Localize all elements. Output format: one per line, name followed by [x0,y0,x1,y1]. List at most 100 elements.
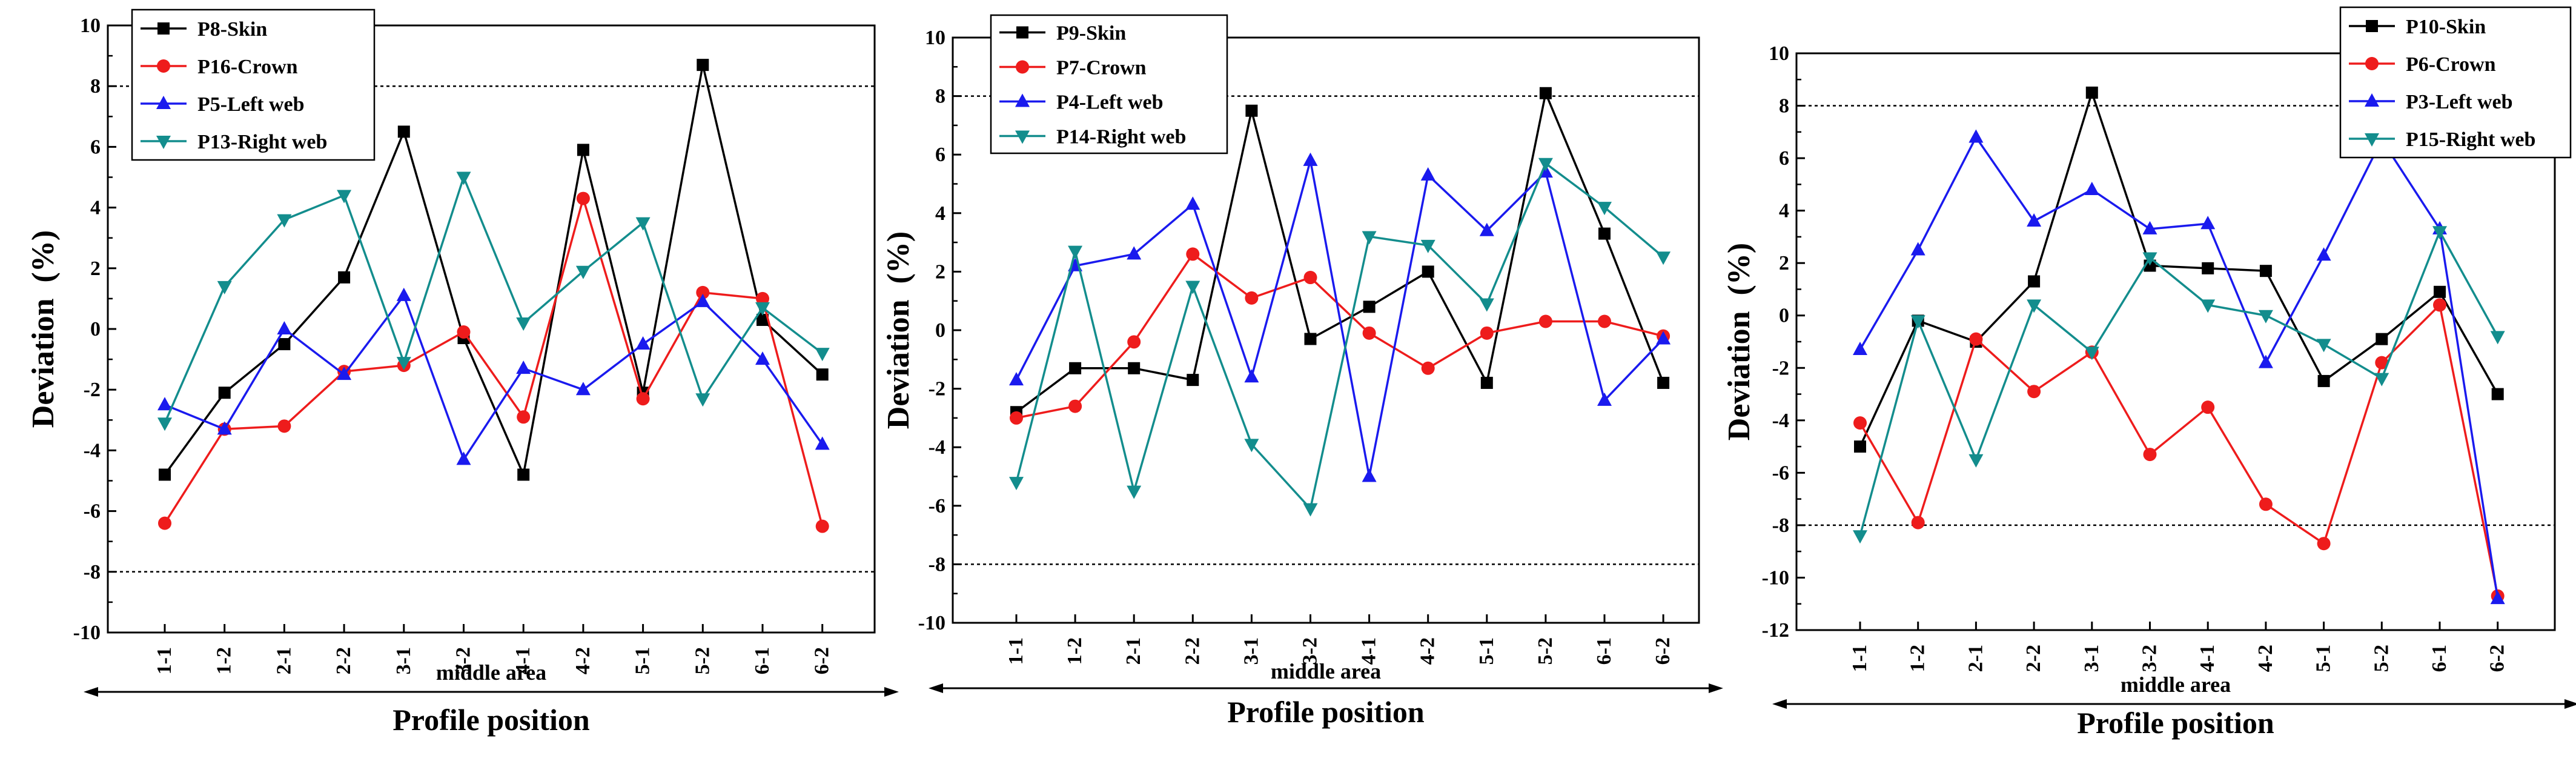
series-line [1015,159,1664,478]
x-tick-label: 1-2 [1907,645,1929,672]
data-point-s0-p11 [816,368,829,381]
x-tick-label: 5-1 [2313,645,2335,672]
data-point-s2-p10 [1597,392,1612,406]
data-point-s3-plegend [2365,133,2379,147]
data-point-s3-p10 [1597,202,1612,216]
data-point-s0-p7 [2259,265,2272,277]
y-axis-label: Deviation (%) [1722,243,1757,440]
data-point-s2-p0 [157,397,172,411]
data-point-s1-p2 [277,419,291,433]
y-tick-label: -6 [1772,462,1789,484]
data-point-s1-p1 [1911,516,1925,530]
x-tick-label: 6-1 [2428,645,2451,672]
data-point-s3-p8 [1479,298,1494,312]
data-point-s1-p10 [756,291,769,305]
series-3 [157,287,830,465]
data-point-s1-p1 [1068,399,1082,413]
y-tick-label: 10 [1769,42,1789,65]
y-tick-label: 0 [935,319,945,342]
data-point-s0-p10 [2434,285,2446,298]
data-point-s2-p2 [1127,246,1142,260]
data-point-s3-p9 [1538,158,1553,171]
legend-label: P9-Skin [1056,22,1126,45]
x-tick-label: 6-2 [811,647,833,674]
series-1 [159,59,829,481]
data-point-s3-p10 [2432,226,2447,240]
series-3 [1853,129,2505,605]
data-point-s3-p8 [2316,339,2331,353]
data-point-s1-p8 [2317,537,2331,551]
data-point-s0-p10 [1598,227,1611,240]
data-point-s1-p7 [1421,361,1435,375]
data-point-s0-p4 [2085,86,2098,99]
data-point-s3-p1 [217,281,232,294]
data-point-s1-plegend [1016,60,1029,74]
data-point-s3-p1 [1068,245,1083,259]
series-line [164,294,824,461]
x-tick-label: 1-2 [1064,637,1086,665]
y-tick-label: -2 [929,378,945,400]
data-point-s3-p4 [396,357,411,371]
data-point-s2-p2 [1968,129,1984,143]
data-point-s2-p11 [1656,331,1671,345]
x-tick-label: 3-2 [1299,637,1322,665]
data-point-s2-p8 [2316,247,2331,261]
x-tick-label: 4-1 [1358,637,1380,665]
data-point-s1-p8 [636,392,650,406]
data-point-s2-p6 [1362,468,1377,482]
x-tick-label: 4-1 [512,647,534,674]
data-point-s1-p8 [1480,326,1494,340]
legend-box [131,8,376,161]
data-point-s0-p8 [2317,374,2330,387]
data-point-s2-p0 [1009,372,1024,386]
y-tick-label: 8 [1779,95,1789,118]
data-point-s1-p2 [1127,335,1141,349]
data-point-s3-p9 [2374,373,2389,387]
data-point-s1-p7 [2259,497,2273,511]
data-point-s2-plegend [156,96,171,109]
x-tick-label: 4-2 [2254,645,2277,672]
data-point-s3-p0 [1009,477,1024,491]
y-tick-label: 4 [90,197,101,219]
data-point-s0-p7 [577,144,589,156]
series-4 [157,171,830,431]
arrow-left-icon [84,687,98,697]
data-point-s1-p6 [1362,326,1376,340]
y-tick-label: -2 [84,379,101,401]
x-tick-label: 2-2 [2022,645,2045,672]
data-point-s3-p6 [516,317,531,331]
series-4 [1009,158,1671,517]
legend-box [990,14,1228,154]
data-point-s3-p9 [695,393,710,407]
data-point-s3-p7 [575,265,591,279]
y-tick-label: 0 [1779,305,1789,327]
x-tick-label: 6-1 [751,647,773,674]
data-point-s2-p8 [1479,222,1494,236]
data-point-s0-p5 [1304,333,1317,345]
data-point-s0-p3 [2028,275,2041,288]
y-tick-label: 2 [935,261,945,283]
data-point-s1-p9 [1538,314,1552,328]
data-point-s2-p8 [635,336,651,350]
data-point-s0-p4 [1245,104,1258,117]
data-point-s0-p6 [1363,300,1376,313]
data-point-s2-p7 [1420,167,1435,181]
y-tick-label: 10 [925,27,945,49]
arrow-left-icon [929,683,943,693]
data-point-s1-p0 [1010,411,1023,425]
data-point-s0-p6 [2202,262,2214,274]
x-tick-label: 3-1 [1240,637,1262,665]
x-tick-label: 5-2 [2370,645,2392,672]
data-point-s2-plegend [1015,93,1030,107]
legend-label: P13-Right web [197,131,327,153]
y-tick-label: -10 [918,612,945,634]
data-point-s3-p11 [815,348,830,362]
data-point-s1-p2 [1969,332,1983,346]
x-axis-label: Profile position [1227,695,1425,729]
x-tick-label: 2-1 [273,647,295,674]
y-tick-label: 0 [90,318,101,340]
middle-area-label: middle area [2121,672,2231,697]
x-tick-label: 3-2 [2139,645,2161,672]
x-tick-label: 5-2 [1534,637,1557,665]
